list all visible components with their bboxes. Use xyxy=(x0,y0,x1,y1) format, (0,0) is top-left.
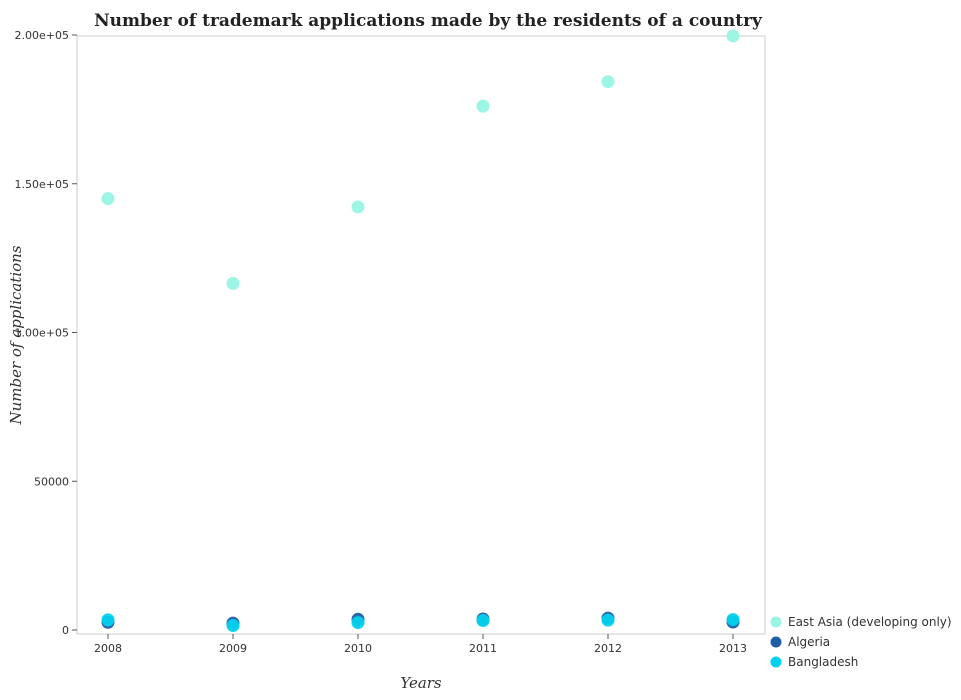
legend: East Asia (developing only) Algeria Bangla… xyxy=(770,615,952,669)
chart-title: Number of trademark applications made by… xyxy=(94,11,763,31)
y-tick-label: 1.50e+05 xyxy=(15,178,69,191)
legend-label: Bangladesh xyxy=(788,655,858,669)
legend-marker xyxy=(770,636,782,648)
point-bangladesh-2010 xyxy=(351,616,365,630)
legend-marker xyxy=(770,656,782,668)
point-bangladesh-2011 xyxy=(476,613,490,627)
legend-marker xyxy=(770,616,782,628)
y-tick-label: 1.00e+05 xyxy=(15,327,69,340)
x-axis-title: Years xyxy=(400,674,442,692)
data-points xyxy=(101,29,740,633)
y-tick-label: 2.00e+05 xyxy=(15,29,69,42)
y-tick-label: 50000 xyxy=(34,475,69,488)
point-east-asia-developing-only-2013 xyxy=(726,29,740,43)
x-tick-label: 2013 xyxy=(719,642,747,655)
point-bangladesh-2009 xyxy=(226,619,240,633)
y-axis: 0 50000 1.00e+05 1.50e+05 2.00e+05 xyxy=(15,29,77,637)
y-axis-title: Number of applications xyxy=(7,245,25,425)
point-east-asia-developing-only-2008 xyxy=(101,192,115,206)
x-tick-label: 2012 xyxy=(594,642,622,655)
x-tick-label: 2009 xyxy=(219,642,247,655)
point-bangladesh-2008 xyxy=(101,613,115,627)
point-bangladesh-2013 xyxy=(726,613,740,627)
x-tick-label: 2008 xyxy=(94,642,122,655)
point-east-asia-developing-only-2012 xyxy=(601,75,615,89)
y-tick-label: 0 xyxy=(62,624,69,637)
point-east-asia-developing-only-2011 xyxy=(476,99,490,113)
point-east-asia-developing-only-2010 xyxy=(351,200,365,214)
point-bangladesh-2012 xyxy=(601,613,615,627)
x-tick-label: 2011 xyxy=(469,642,497,655)
x-axis: 2008 2009 2010 2011 2012 2013 xyxy=(94,634,747,655)
legend-label: East Asia (developing only) xyxy=(788,615,952,629)
legend-label: Algeria xyxy=(788,635,830,649)
x-tick-label: 2010 xyxy=(344,642,372,655)
plot-area xyxy=(76,35,766,635)
point-east-asia-developing-only-2009 xyxy=(226,276,240,290)
